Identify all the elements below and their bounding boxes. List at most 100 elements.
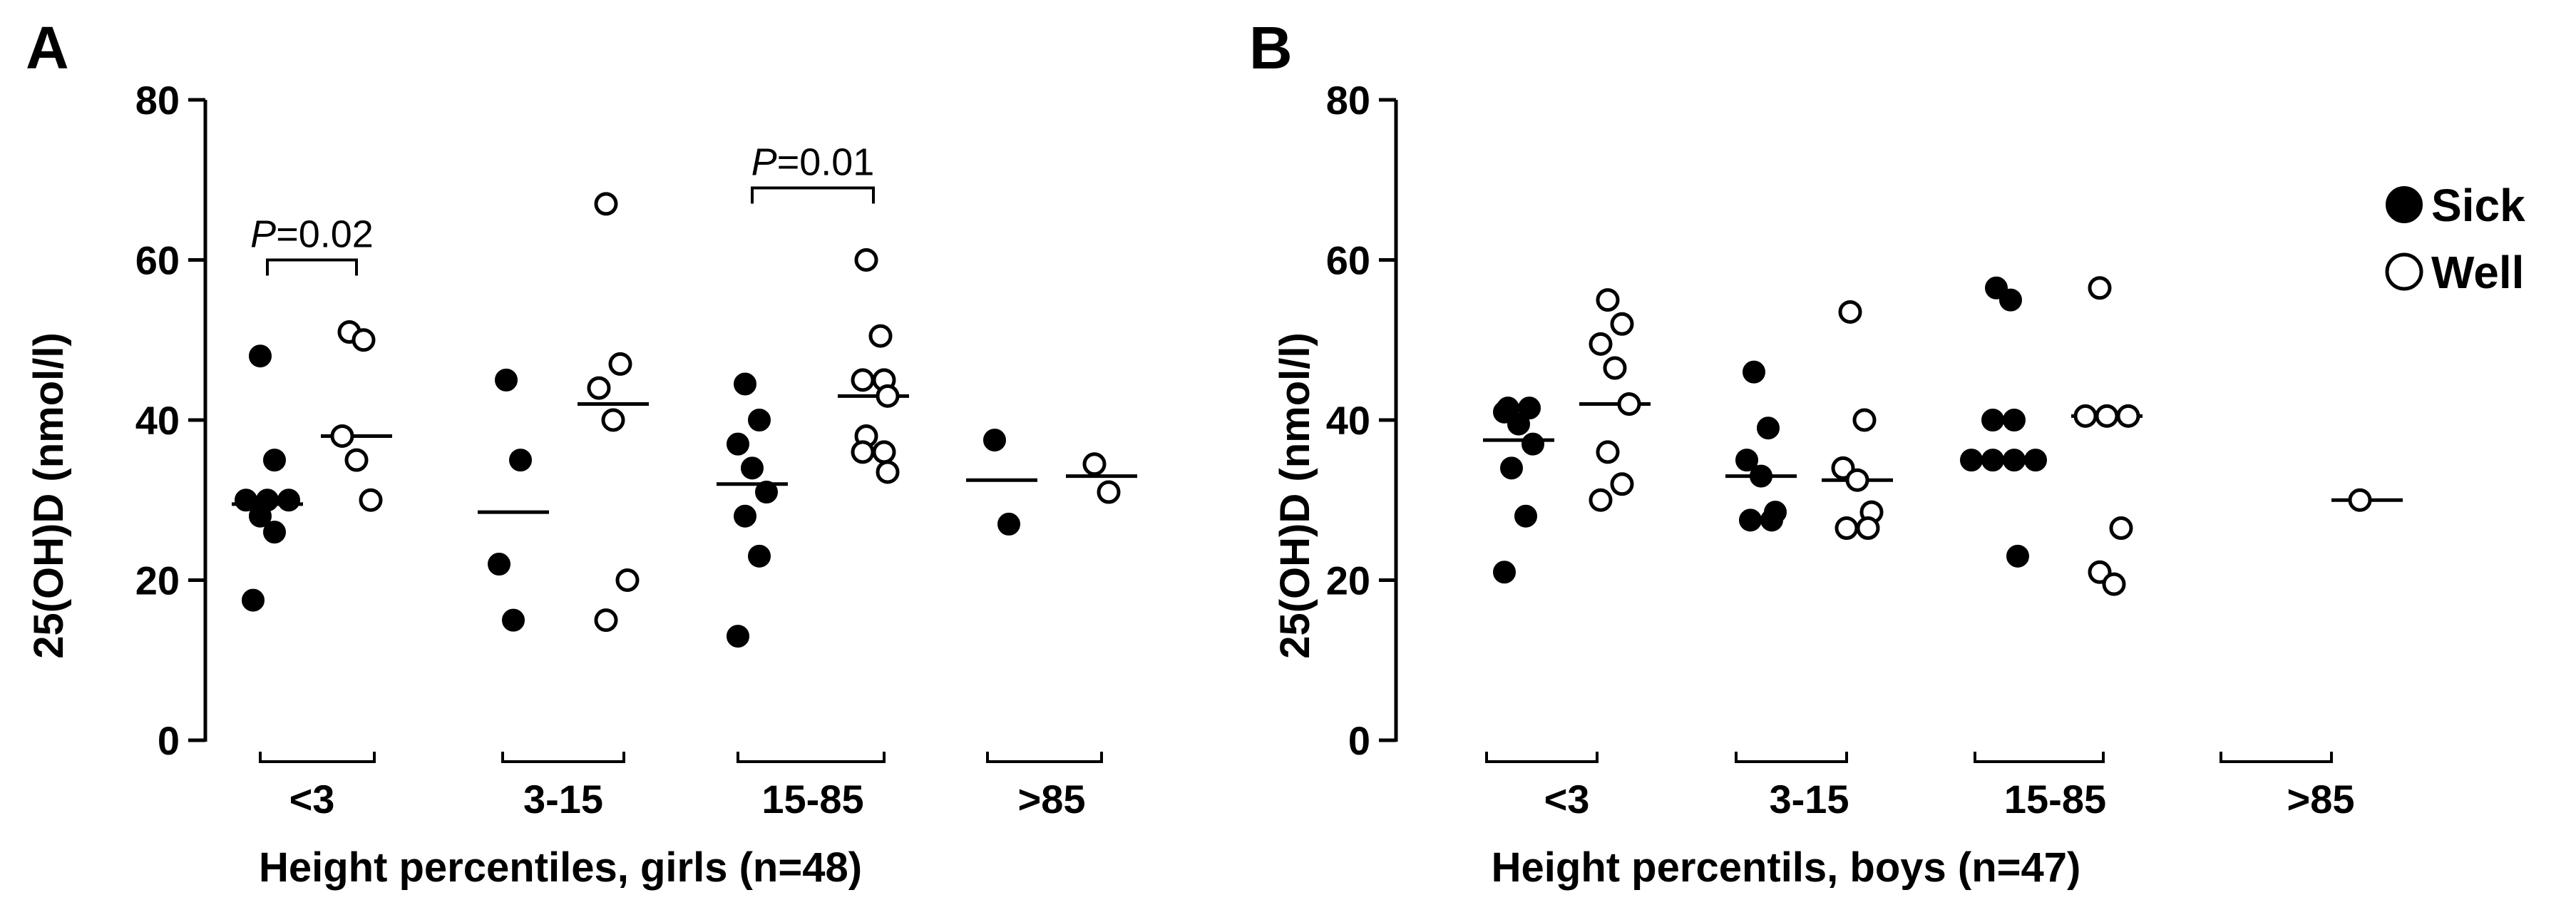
category-bracket (2220, 752, 2333, 763)
sick-data-point (1493, 400, 1516, 424)
y-tick-label: 0 (1348, 718, 1370, 763)
panel-a-y-axis-title: 25(OH)D (nmol/l) (26, 332, 72, 659)
y-tick-label: 20 (135, 558, 180, 603)
sick-data-point (1985, 276, 2008, 300)
sick-data-point (1981, 409, 2004, 431)
p-value-label: P=0.01 (751, 140, 875, 183)
sick-data-point (997, 512, 1020, 536)
well-data-point (1852, 408, 1877, 432)
y-tick-label: 60 (1326, 238, 1370, 283)
y-tick-label: 40 (135, 398, 180, 443)
panel-b-x-axis-title: Height percentils, boys (n=47) (1492, 844, 2081, 891)
category-bracket (737, 752, 886, 763)
panel-b-categories: <3 3-15 15-85 >85 (1485, 752, 2355, 822)
y-tick-label: 0 (158, 718, 180, 763)
well-data-point (876, 460, 900, 484)
category-bracket (259, 752, 376, 763)
sick-data-point (1493, 561, 1516, 584)
significance-bracket (751, 186, 875, 204)
panel-a-categories: <3 3-15 15-85 >85 (259, 752, 1103, 822)
y-tick-label: 80 (1326, 78, 1370, 123)
sick-data-point (1999, 288, 2022, 312)
sick-data-point (249, 344, 272, 368)
p-value-label: P=0.02 (250, 213, 374, 256)
well-data-point (615, 568, 640, 592)
panel-a-x-axis-title: Height percentiles, girls (n=48) (259, 844, 862, 891)
sick-data-point (748, 409, 771, 431)
legend-sick-label: Sick (2431, 180, 2525, 231)
well-data-point (587, 376, 611, 400)
panel-a-marks (232, 192, 1137, 648)
x-category-label: <3 (1544, 777, 1590, 822)
sick-data-point (727, 432, 749, 456)
sick-data-point (1960, 449, 1983, 472)
sick-data-point (734, 372, 756, 396)
category-bracket (986, 752, 1103, 763)
legend-sick-marker (2386, 186, 2423, 223)
sick-data-point (2003, 449, 2026, 472)
well-data-point (1596, 440, 1620, 464)
sick-data-point (1507, 412, 1530, 436)
well-data-point (1082, 452, 1107, 476)
well-data-point (2073, 404, 2098, 428)
panel-b-y-axis-title: 25(OH)D (nmol/l) (1272, 332, 1318, 659)
well-data-point (2102, 572, 2126, 596)
sick-data-point (502, 608, 525, 632)
well-data-point (2109, 516, 2133, 541)
panel-b: B 0 20 40 60 80 <3 3-15 15-85 >85 25(OH)D (nmol… (1249, 14, 2403, 891)
sick-data-point (734, 504, 756, 528)
sick-data-point (1981, 449, 2004, 472)
sick-data-point (983, 429, 1006, 452)
x-category-label: <3 (289, 777, 335, 822)
sick-data-point (1757, 416, 1780, 440)
sick-data-point (509, 449, 532, 472)
sick-data-point (249, 504, 272, 528)
well-data-point (851, 440, 875, 464)
well-data-point (1097, 480, 1121, 504)
well-data-point (2095, 404, 2119, 428)
well-data-point (594, 608, 618, 633)
sick-data-point (263, 521, 286, 544)
sick-data-point (495, 368, 518, 392)
well-data-point (330, 424, 354, 448)
sick-data-point (748, 544, 771, 568)
y-tick-label: 20 (1326, 558, 1370, 603)
well-data-point (1589, 332, 1613, 356)
x-category-label: >85 (2287, 777, 2355, 822)
panel-b-marks (1483, 276, 2403, 596)
well-data-point (854, 248, 878, 272)
x-category-label: 3-15 (523, 777, 603, 822)
well-data-point (601, 408, 625, 432)
well-data-point (872, 440, 896, 464)
well-data-point (1856, 516, 1880, 541)
well-data-point (1617, 392, 1641, 416)
x-category-label: 15-85 (2004, 777, 2106, 822)
well-data-point (1845, 468, 1869, 492)
well-data-point (359, 488, 383, 512)
well-data-point (1589, 488, 1613, 512)
x-category-label: 3-15 (1769, 777, 1849, 822)
well-data-point (2348, 488, 2372, 512)
legend-well-label: Well (2431, 247, 2524, 298)
well-data-point (1834, 516, 1859, 541)
sick-data-point (727, 625, 749, 648)
well-data-point (1838, 300, 1862, 324)
legend-well-marker (2385, 252, 2423, 291)
well-data-point (351, 328, 376, 352)
well-data-point (608, 352, 632, 376)
sick-data-point (2006, 544, 2029, 568)
well-data-point (868, 324, 893, 348)
panel-a-y-ticks: 0 20 40 60 80 (135, 78, 207, 763)
panel-b-letter: B (1249, 14, 1293, 81)
sick-data-point (1739, 508, 1762, 532)
well-data-point (876, 384, 900, 408)
sick-data-point (1514, 504, 1537, 528)
sick-data-point (2003, 409, 2026, 431)
sick-data-point (1760, 508, 1783, 532)
sick-data-point (488, 553, 510, 576)
y-tick-label: 40 (1326, 398, 1370, 443)
y-tick-label: 80 (135, 78, 180, 123)
x-category-label: >85 (1018, 777, 1086, 822)
sick-data-point (741, 456, 764, 480)
